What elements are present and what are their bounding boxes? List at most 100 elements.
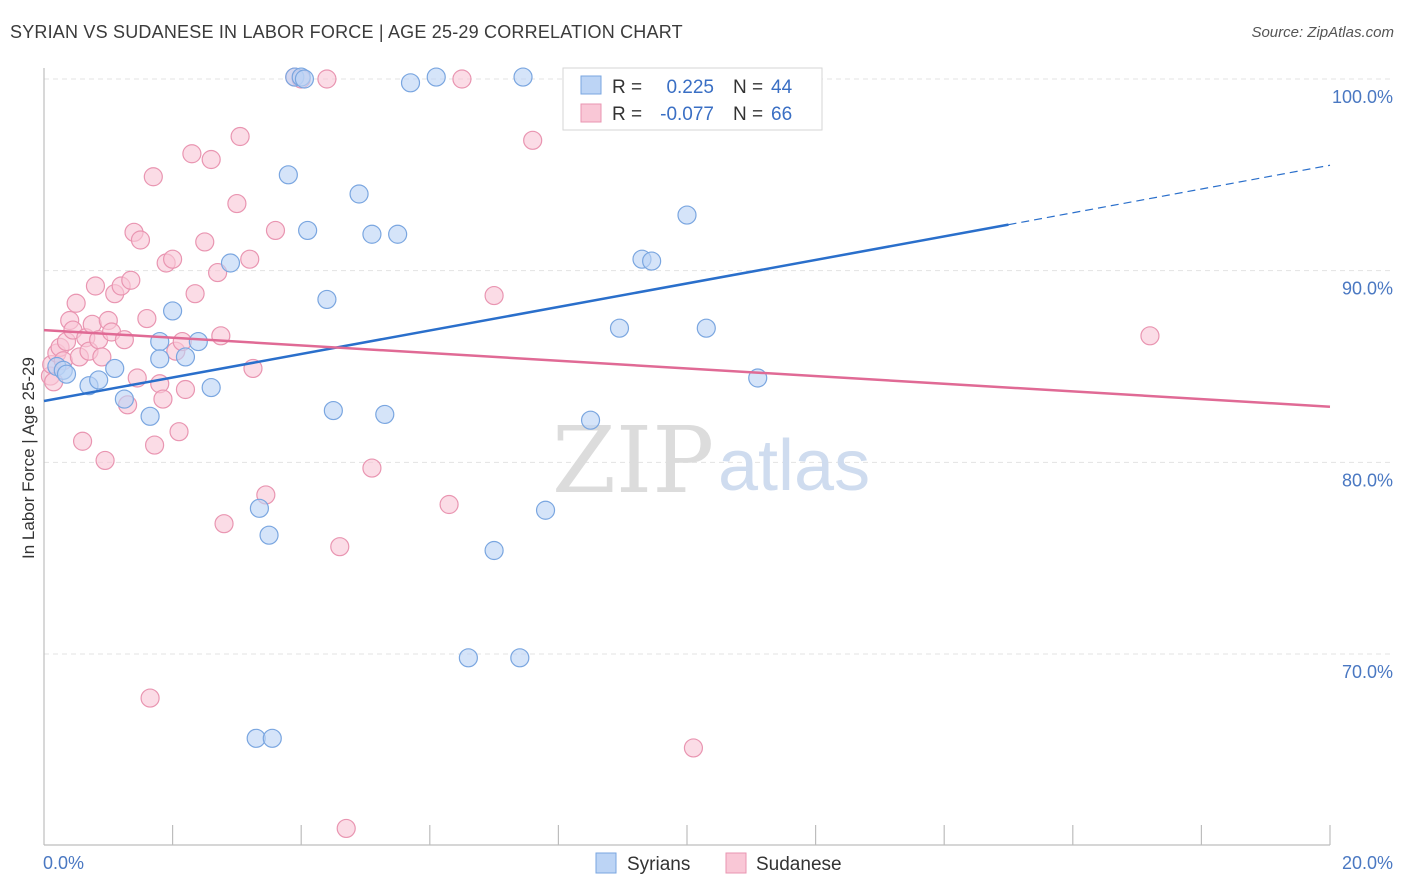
watermark: ZIP atlas <box>552 407 870 514</box>
sudanese-point <box>201 149 221 170</box>
syrian-point <box>188 331 208 352</box>
watermark-zip: ZIP <box>552 407 714 514</box>
sudanese-point <box>85 276 106 296</box>
sudanese-point <box>66 293 86 313</box>
syrian-point <box>484 540 504 561</box>
legend-r-value-sudanese: -0.077 <box>660 104 714 125</box>
sudanese-point <box>140 688 160 708</box>
sudanese-point <box>265 220 286 241</box>
syrian-point <box>513 67 533 87</box>
syrian-point <box>317 289 337 310</box>
syrian-point <box>163 301 183 321</box>
sudanese-point <box>330 537 350 557</box>
syrian-point <box>56 364 77 384</box>
legend-r-label-syrians: R = <box>612 77 642 98</box>
sudanese-point <box>169 422 189 442</box>
syrian-point <box>375 404 395 425</box>
sudanese-point <box>214 514 234 534</box>
stats-legend-box <box>562 67 823 131</box>
syrian-point <box>150 349 170 369</box>
syrian-point <box>262 728 282 748</box>
y-tick-labels: 70.0% 80.0% 90.0% 100.0% <box>1332 87 1393 682</box>
sudanese-trend-line <box>43 328 1331 408</box>
sudanese-point <box>137 308 157 329</box>
legend-r-value-syrians: 0.225 <box>666 77 714 98</box>
x-tick-label-max: 20.0% <box>1342 853 1393 873</box>
watermark-atlas: atlas <box>718 426 870 506</box>
sudanese-point <box>452 69 472 89</box>
legend-swatch-syrians <box>580 75 602 95</box>
sudanese-point <box>484 285 504 306</box>
sudanese-point <box>208 262 228 283</box>
sudanese-point <box>362 458 382 478</box>
sudanese-point <box>523 130 543 150</box>
syrian-point <box>426 67 446 87</box>
stats-legend: R = 0.225 N = 44 R = -0.077 N = 66 <box>562 67 823 131</box>
syrian-point <box>458 648 478 668</box>
y-tick-label-100: 100.0% <box>1332 87 1393 107</box>
sudanese-point <box>683 738 704 758</box>
legend-n-label-syrians: N = <box>733 77 763 98</box>
syrians-trend-line <box>43 223 1009 403</box>
bottom-legend-label-sudanese: Sudanese <box>756 854 842 875</box>
sudanese-point <box>182 144 202 164</box>
syrian-point <box>400 73 421 93</box>
syrian-point <box>105 358 125 379</box>
bottom-legend-swatch-sudanese <box>725 852 747 874</box>
legend-n-label-sudanese: N = <box>733 104 763 125</box>
y-axis-title: In Labor Force | Age 25-29 <box>19 357 38 559</box>
syrian-point <box>140 406 160 426</box>
syrian-point <box>246 728 266 748</box>
sudanese-point <box>144 435 165 455</box>
sudanese-point <box>185 284 205 304</box>
sudanese-point <box>439 494 459 515</box>
bottom-legend-label-syrians: Syrians <box>627 854 690 875</box>
syrian-point <box>677 205 697 225</box>
syrian-point <box>249 498 270 518</box>
sudanese-point <box>240 249 260 269</box>
x-tick-label-min: 0.0% <box>43 853 84 873</box>
syrian-point <box>150 331 170 352</box>
sudanese-point <box>336 818 356 839</box>
axes <box>43 68 1331 846</box>
syrian-point <box>294 69 315 89</box>
syrian-point <box>323 400 343 421</box>
source-credit: Source: ZipAtlas.com <box>1251 24 1394 41</box>
bottom-legend-swatch-syrians <box>595 852 617 874</box>
y-tick-label-90: 90.0% <box>1342 279 1393 299</box>
syrian-point <box>175 347 196 367</box>
syrian-point <box>259 525 279 545</box>
y-tick-label-70: 70.0% <box>1342 662 1393 682</box>
syrian-point <box>535 500 556 520</box>
sudanese-point <box>92 347 112 367</box>
syrian-point <box>609 318 630 338</box>
sudanese-point <box>143 167 163 187</box>
sudanese-point <box>195 232 215 252</box>
sudanese-point <box>227 193 247 214</box>
syrian-point <box>510 648 530 668</box>
trend-lines <box>43 164 1331 408</box>
legend-r-label-sudanese: R = <box>612 104 642 125</box>
legend-n-value-sudanese: 66 <box>771 104 792 125</box>
sudanese-point <box>1140 326 1160 346</box>
syrian-point <box>298 220 318 241</box>
sudanese-point <box>317 69 337 89</box>
syrians-trend-extension <box>1008 164 1331 226</box>
chart-title: SYRIAN VS SUDANESE IN LABOR FORCE | AGE … <box>10 22 683 42</box>
sudanese-point <box>95 450 115 471</box>
sudanese-point <box>153 389 173 409</box>
syrian-point <box>388 224 408 244</box>
sudanese-point <box>130 230 151 250</box>
syrian-point <box>278 165 298 185</box>
series-legend: Syrians Sudanese <box>595 852 842 875</box>
sudanese-point <box>163 249 183 269</box>
syrian-point <box>580 410 601 430</box>
sudanese-point <box>121 270 141 290</box>
syrian-point <box>201 377 221 398</box>
syrian-point <box>349 184 369 204</box>
sudanese-point <box>175 379 196 400</box>
syrian-point <box>89 370 109 390</box>
syrian-point <box>362 224 382 244</box>
syrian-point <box>642 251 662 271</box>
